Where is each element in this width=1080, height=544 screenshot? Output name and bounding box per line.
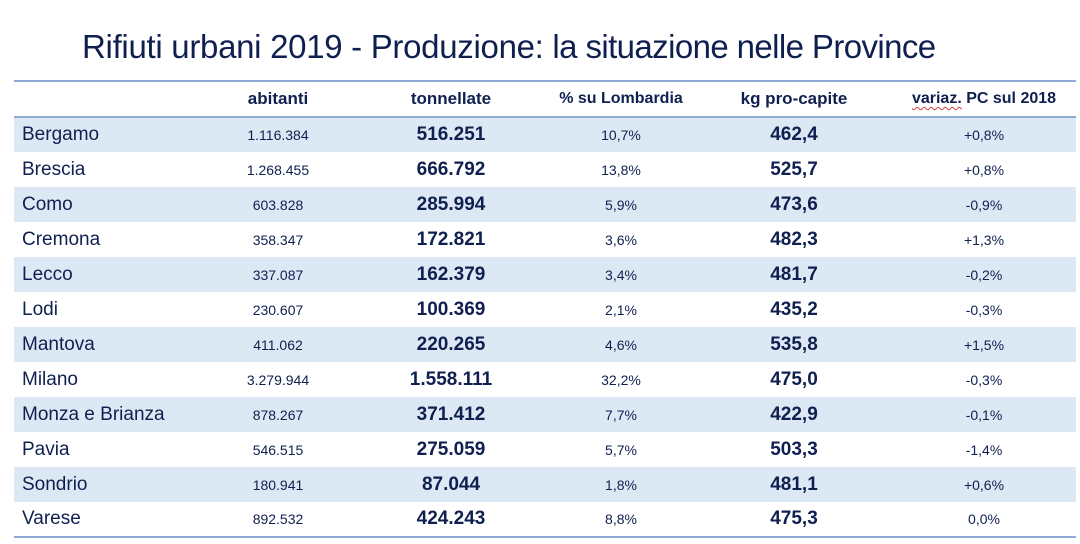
provinces-table: abitanti tonnellate % su Lombardia kg pr… <box>14 80 1076 538</box>
cell-variazione: +0,6% <box>963 476 1005 493</box>
cell-tonnellate: 220.265 <box>416 333 486 355</box>
cell-pct-lombardia: 5,7% <box>605 441 637 458</box>
header-tonnellate: tonnellate <box>356 80 546 118</box>
cell-kg-pro-capite: 473,6 <box>770 193 818 215</box>
cell-variazione: +0,8% <box>963 127 1005 143</box>
table-row: Cremona 358.347 172.821 3,6% 482,3 +1,3% <box>14 222 1076 257</box>
header-provincia <box>14 80 200 118</box>
cell-pct-lombardia: 7,7% <box>605 406 637 423</box>
cell-abitanti: 358.347 <box>252 231 304 248</box>
header-kg-pro-capite: kg pro-capite <box>696 80 892 118</box>
cell-kg-pro-capite: 435,2 <box>770 298 818 320</box>
cell-pct-lombardia: 32,2% <box>601 371 641 388</box>
title-prefix: Rifiuti urbani 2019 - Produzione: <box>82 28 553 65</box>
cell-provincia: Bergamo <box>22 124 100 145</box>
cell-kg-pro-capite: 481,7 <box>770 263 818 285</box>
cell-provincia: Como <box>22 193 73 215</box>
cell-pct-lombardia: 8,8% <box>546 502 696 538</box>
cell-variazione: -1,4% <box>965 441 1003 458</box>
cell-variazione: -0,2% <box>965 266 1003 283</box>
cell-abitanti: 878.267 <box>252 406 304 423</box>
cell-pct-lombardia: 2,1% <box>605 301 637 318</box>
cell-tonnellate: 1.558.111 <box>409 368 493 390</box>
cell-pct-lombardia: 3,6% <box>605 231 637 248</box>
cell-pct-lombardia: 13,8% <box>601 161 641 178</box>
cell-abitanti: 603.828 <box>252 196 304 213</box>
cell-variazione: -0,3% <box>965 301 1003 318</box>
cell-pct-lombardia: 5,9% <box>605 196 637 213</box>
cell-provincia: Pavia <box>22 438 70 460</box>
cell-abitanti: 180.941 <box>252 476 304 493</box>
cell-abitanti: 3.279.944 <box>246 371 310 388</box>
cell-tonnellate: 516.251 <box>416 124 486 145</box>
cell-provincia: Varese <box>14 502 200 538</box>
spellcheck-underlined-word: variaz. <box>911 90 962 107</box>
cell-abitanti: 1.268.455 <box>246 161 310 178</box>
cell-tonnellate: 87.044 <box>421 473 481 495</box>
cell-provincia: Milano <box>22 368 78 390</box>
cell-tonnellate: 424.243 <box>356 502 546 538</box>
cell-abitanti: 546.515 <box>252 441 304 458</box>
cell-kg-pro-capite: 482,3 <box>770 228 818 250</box>
cell-abitanti: 230.607 <box>252 301 304 318</box>
cell-abitanti: 337.087 <box>252 266 304 283</box>
cell-variazione: -0,3% <box>965 371 1003 388</box>
cell-tonnellate: 172.821 <box>416 228 486 250</box>
table-row: Varese 892.532 424.243 8,8% 475,3 0,0% <box>14 502 1076 538</box>
cell-kg-pro-capite: 462,4 <box>770 124 818 145</box>
table-row: Lodi 230.607 100.369 2,1% 435,2 -0,3% <box>14 292 1076 327</box>
table-row: Pavia 546.515 275.059 5,7% 503,3 -1,4% <box>14 432 1076 467</box>
cell-provincia: Sondrio <box>22 473 88 495</box>
title-emphasis: la situazione nelle Province <box>552 28 936 65</box>
cell-tonnellate: 275.059 <box>416 438 486 460</box>
header-variazione: variaz. PC sul 2018 <box>892 80 1076 118</box>
cell-tonnellate: 162.379 <box>416 263 486 285</box>
header-abitanti: abitanti <box>200 80 356 118</box>
header-pct-lombardia: % su Lombardia <box>546 80 696 118</box>
cell-pct-lombardia: 3,4% <box>605 266 637 283</box>
table-row: Como 603.828 285.994 5,9% 473,6 -0,9% <box>14 187 1076 222</box>
cell-abitanti: 1.116.384 <box>247 127 309 143</box>
table-row: Sondrio 180.941 87.044 1,8% 481,1 +0,6% <box>14 467 1076 502</box>
cell-pct-lombardia: 10,7% <box>601 127 641 143</box>
cell-pct-lombardia: 4,6% <box>605 336 637 353</box>
cell-kg-pro-capite: 475,0 <box>770 368 818 390</box>
cell-provincia: Mantova <box>22 333 95 355</box>
table-row: Brescia 1.268.455 666.792 13,8% 525,7 +0,8% <box>14 152 1076 187</box>
cell-kg-pro-capite: 475,3 <box>696 502 892 538</box>
cell-kg-pro-capite: 422,9 <box>770 403 818 425</box>
cell-provincia: Cremona <box>22 228 101 250</box>
table-row: Lecco 337.087 162.379 3,4% 481,7 -0,2% <box>14 257 1076 292</box>
cell-abitanti: 411.062 <box>253 336 303 353</box>
cell-abitanti: 892.532 <box>200 502 356 538</box>
cell-kg-pro-capite: 481,1 <box>770 473 818 495</box>
cell-variazione: -0,1% <box>965 406 1003 423</box>
table-row: Monza e Brianza 878.267 371.412 7,7% 422,9 -0… <box>14 397 1076 432</box>
cell-variazione: 0,0% <box>892 502 1076 538</box>
cell-provincia: Monza e Brianza <box>22 403 165 425</box>
cell-tonnellate: 666.792 <box>416 158 486 180</box>
cell-provincia: Lecco <box>22 263 73 285</box>
cell-variazione: -0,9% <box>965 196 1003 213</box>
cell-provincia: Lodi <box>22 298 58 320</box>
cell-kg-pro-capite: 503,3 <box>770 438 818 460</box>
cell-tonnellate: 285.994 <box>416 193 486 215</box>
cell-kg-pro-capite: 525,7 <box>770 158 818 180</box>
cell-tonnellate: 371.412 <box>416 403 486 425</box>
cell-provincia: Brescia <box>22 158 86 180</box>
page-title: Rifiuti urbani 2019 - Produzione: la sit… <box>82 28 936 66</box>
cell-pct-lombardia: 1,8% <box>605 476 637 493</box>
table-row: Mantova 411.062 220.265 4,6% 535,8 +1,5% <box>14 327 1076 362</box>
cell-kg-pro-capite: 535,8 <box>770 333 818 355</box>
table-row: Milano 3.279.944 1.558.111 32,2% 475,0 -0,3% <box>14 362 1076 397</box>
table-header-row: abitanti tonnellate % su Lombardia kg pr… <box>14 80 1076 118</box>
cell-tonnellate: 100.369 <box>416 298 486 320</box>
cell-variazione: +1,3% <box>963 231 1005 248</box>
cell-variazione: +0,8% <box>963 161 1005 178</box>
table-row: Bergamo 1.116.384 516.251 10,7% 462,4 +0,8% <box>14 117 1076 152</box>
header-variazione-rest: PC sul 2018 <box>961 90 1057 107</box>
cell-variazione: +1,5% <box>963 336 1005 353</box>
